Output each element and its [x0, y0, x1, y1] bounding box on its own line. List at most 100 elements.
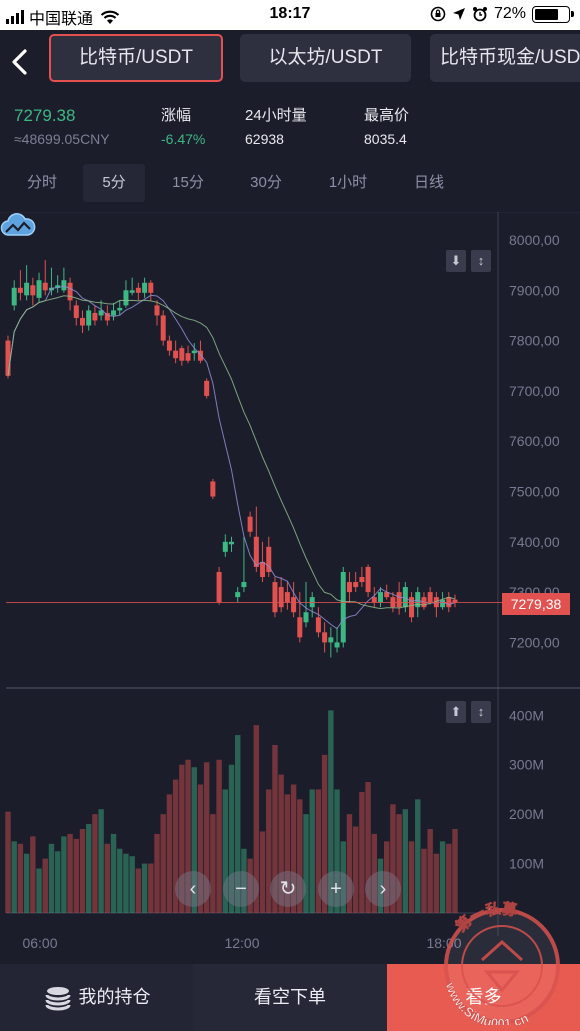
interval-tab-timeline[interactable]: 分时: [26, 174, 57, 191]
volume-bar: [297, 799, 303, 913]
ma-line-short: [7, 285, 456, 630]
volume-bar: [92, 814, 98, 913]
tab-eth-usdt[interactable]: 以太坊/USDT: [240, 34, 411, 82]
candle-body: [24, 282, 30, 296]
price-tick-label: 7800,00: [509, 333, 560, 349]
ma-line-long: [7, 295, 456, 610]
clock: 18:17: [269, 5, 311, 22]
candle-body: [260, 561, 266, 578]
chart-canvas[interactable]: 8000,00 7900,00 7800,00 7700,00 7600,00 7500,…: [0, 212, 580, 964]
volume-bar: [154, 833, 160, 913]
zoom-out-button[interactable]: −: [223, 871, 259, 907]
reset-button[interactable]: ↻: [270, 871, 306, 907]
volume-bar: [439, 841, 446, 913]
candle-body: [291, 597, 297, 613]
candle-body: [173, 350, 179, 359]
tab-btc-usdt[interactable]: 比特币/USDT: [49, 34, 223, 82]
status-bar: 中国联通 18:17 72%: [0, 0, 580, 30]
candle-body: [452, 599, 458, 603]
volume-block: 24小时量 62938: [245, 104, 307, 150]
volume-tick-label: 300M: [509, 757, 544, 773]
volume-bar: [23, 853, 30, 913]
volume-bar: [278, 774, 284, 913]
back-arrow-icon[interactable]: [8, 48, 32, 76]
status-right: 72%: [430, 5, 574, 23]
interval-tab-daily[interactable]: 日线: [413, 174, 444, 191]
volume-bar: [321, 754, 328, 913]
volume-bar: [284, 794, 291, 913]
volume-tick-label: 400M: [509, 707, 544, 723]
volume-bar: [241, 848, 247, 913]
candle-body: [409, 597, 415, 618]
short-order-button[interactable]: 看空下单: [193, 964, 387, 1031]
volume-bar: [17, 843, 24, 913]
volume-bar: [446, 843, 452, 913]
candle-body: [272, 582, 278, 613]
collapse-up-icon[interactable]: ⬆: [446, 701, 466, 723]
volume-bar: [384, 841, 390, 913]
expand-vertical-icon-2[interactable]: ↕: [471, 701, 491, 723]
volume-bar: [228, 764, 235, 913]
volume-bar: [179, 764, 185, 913]
coins-icon: [45, 987, 70, 1011]
location-icon: [452, 8, 465, 20]
candle-body: [322, 632, 328, 643]
volume-value: 62938: [245, 131, 284, 147]
candle-body: [402, 587, 408, 608]
candle-body: [36, 280, 42, 298]
candle-body: [297, 617, 303, 638]
kline-chart[interactable]: 8000,00 7900,00 7800,00 7700,00 7600,00 7500,…: [0, 212, 580, 964]
volume-bar: [123, 853, 129, 913]
volume-bar: [346, 814, 353, 913]
volume-bar: [117, 848, 123, 913]
volume-bar: [427, 828, 433, 913]
collapse-down-icon[interactable]: ⬇: [446, 250, 466, 272]
candle-body: [229, 541, 234, 545]
candle-body: [30, 285, 36, 296]
tab-bch-usdt[interactable]: 比特币现金/USDT: [430, 34, 580, 82]
interval-tab-5m[interactable]: 5分: [83, 164, 145, 202]
candle-body: [42, 282, 48, 291]
interval-tab-15m[interactable]: 15分: [172, 174, 204, 191]
interval-tab-1h[interactable]: 1小时: [328, 174, 368, 191]
carrier-name: 中国联通: [29, 11, 94, 28]
high-block: 最高价 8035.4: [364, 104, 409, 150]
time-tick-label: 12:00: [224, 935, 259, 951]
volume-bar: [54, 851, 61, 913]
candle-body: [427, 592, 433, 603]
candle-body: [80, 317, 85, 326]
candle-body: [55, 285, 61, 288]
battery-icon: [532, 5, 574, 23]
candle-body: [160, 315, 166, 341]
volume-bar: [141, 863, 148, 913]
zoom-in-button[interactable]: +: [318, 871, 354, 907]
volume-tick-label: 200M: [509, 806, 544, 822]
volume-bar: [191, 767, 197, 913]
volume-bar: [203, 762, 210, 913]
candle-body: [353, 582, 359, 588]
candle-body: [266, 546, 272, 572]
volume-bar: [359, 791, 365, 913]
candle-body: [241, 582, 247, 588]
my-positions-button[interactable]: 我的持仓: [0, 964, 193, 1031]
volume-bar: [309, 789, 315, 913]
volume-bar: [365, 782, 371, 913]
candle-body: [148, 282, 154, 293]
scroll-left-button[interactable]: ‹: [175, 871, 211, 907]
volume-bar: [216, 759, 222, 913]
volume-bar: [172, 779, 179, 913]
volume-bar: [266, 789, 272, 913]
cloud-icon[interactable]: [0, 212, 36, 238]
volume-bar: [371, 833, 377, 913]
volume-bar: [247, 858, 253, 913]
candle-body: [191, 350, 197, 354]
scroll-right-button[interactable]: ›: [365, 871, 401, 907]
interval-tab-30m[interactable]: 30分: [250, 174, 282, 191]
volume-bar: [73, 838, 79, 913]
candle-body: [210, 481, 216, 497]
candle-body: [315, 617, 321, 633]
candle-body: [117, 307, 123, 311]
expand-vertical-icon[interactable]: ↕: [471, 250, 491, 272]
volume-bar: [303, 814, 309, 913]
volume-label: 24小时量: [245, 107, 307, 124]
